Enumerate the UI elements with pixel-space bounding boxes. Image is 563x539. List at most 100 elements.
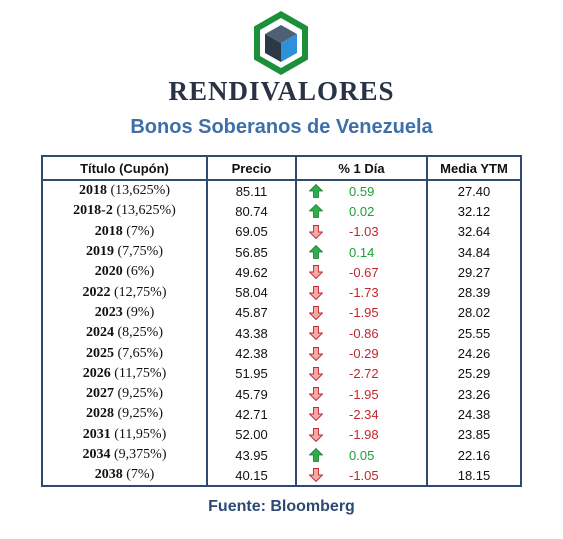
bond-title-cell: 2023 (9%) [42,303,207,323]
bond-coupon: (7,75%) [117,244,164,260]
bond-coupon: (13,625%) [116,203,176,219]
brand-name: RENDIVALORES [168,76,395,106]
source-note: Fuente: Bloomberg [208,498,355,515]
ytm-cell: 32.64 [426,221,521,242]
change-value: -1.73 [349,285,379,301]
change-cell: -0.67 [295,262,427,283]
header-price: Precio [206,156,296,181]
ytm-cell: 22.16 [426,444,521,466]
change-cell: -0.29 [295,343,427,364]
ytm-cell: 27.40 [426,180,521,202]
bond-title-cell: 2031 (11,95%) [42,425,207,445]
ytm-cell: 28.02 [426,302,521,324]
change-cell: 0.59 [295,180,427,202]
table-row: 2038 (7%) 40.15 -1.05 18.15 [42,465,521,487]
bond-year: 2025 [86,345,114,361]
red-down-arrow-icon [297,366,323,381]
red-down-arrow-icon [297,265,323,280]
change-cell: 0.05 [295,444,427,466]
bond-year: 2019 [86,244,114,260]
change-value: -2.34 [349,406,379,422]
change-value: 0.14 [349,244,375,260]
change-cell: -1.95 [295,383,427,405]
bond-year: 2022 [82,284,111,300]
header-title: Título (Cupón) [42,156,207,181]
bond-year: 2027 [86,386,114,402]
change-value: -1.95 [349,305,379,321]
header-change: % 1 Día [295,156,427,181]
bond-year: 2018 [79,183,107,199]
change-cell: -2.34 [295,404,427,425]
ytm-cell: 24.26 [426,343,521,364]
red-down-arrow-icon [297,427,323,442]
change-value: 0.59 [349,183,375,199]
ytm-cell: 25.55 [426,323,521,344]
price-cell: 43.95 [206,444,296,466]
page-title: Bonos Soberanos de Venezuela [130,116,433,138]
change-value: -0.86 [349,325,379,341]
table-row: 2034 (9,375%) 43.95 0.05 22.16 [42,444,521,466]
price-cell: 80.74 [206,201,296,222]
change-value: -1.95 [349,386,379,402]
ytm-cell: 32.12 [426,201,521,222]
ytm-cell: 28.39 [426,282,521,303]
change-cell: -1.95 [295,302,427,324]
change-cell: -2.72 [295,363,427,384]
green-up-arrow-icon [297,448,323,462]
change-value: 0.02 [349,203,375,219]
red-down-arrow-icon [297,468,323,483]
bond-title-cell: 2028 (9,25%) [42,404,207,424]
bond-coupon: (8,25%) [117,325,164,341]
bond-title-cell: 2020 (6%) [42,262,207,282]
bond-coupon: (9,25%) [117,406,164,422]
green-up-arrow-icon [297,204,323,219]
bond-coupon: (7%) [126,223,155,239]
bond-year: 2020 [94,264,123,280]
red-down-arrow-icon [297,285,323,300]
table-row: 2018 (7%) 69.05 -1.03 32.64 [42,221,521,242]
red-down-arrow-icon [297,224,323,239]
bonds-table: Título (Cupón) Precio % 1 Día Media YTM … [41,155,522,488]
red-down-arrow-icon [297,387,323,402]
price-cell: 51.95 [206,363,296,384]
price-cell: 43.38 [206,323,296,344]
change-cell: 0.14 [295,241,427,263]
table-row: 2028 (9,25%) 42.71 -2.34 24.38 [42,404,521,425]
table-row: 2025 (7,65%) 42.38 -0.29 24.26 [42,343,521,364]
ytm-cell: 23.85 [426,424,521,445]
bond-year: 2024 [86,325,114,341]
bond-coupon: (9%) [126,304,155,320]
price-cell: 85.11 [206,180,296,202]
table-row: 2019 (7,75%) 56.85 0.14 34.84 [42,241,521,263]
bond-title-cell: 2019 (7,75%) [42,242,207,262]
bond-title-cell: 2024 (8,25%) [42,323,207,343]
change-value: -2.72 [349,366,379,382]
change-value: -0.67 [349,264,379,280]
ytm-cell: 34.84 [426,241,521,263]
table-row: 2022 (12,75%) 58.04 -1.73 28.39 [42,282,521,303]
bond-title-cell: 2038 (7%) [42,465,207,486]
bond-title-cell: 2025 (7,65%) [42,343,207,363]
table-row: 2018 (13,625%) 85.11 0.59 27.40 [42,180,521,202]
change-value: -1.98 [349,427,379,443]
ytm-cell: 24.38 [426,404,521,425]
change-cell: -0.86 [295,323,427,344]
bond-coupon: (13,625%) [110,183,171,199]
table-row: 2020 (6%) 49.62 -0.67 29.27 [42,262,521,283]
price-cell: 49.62 [206,262,296,283]
bond-coupon: (12,75%) [114,284,167,300]
bond-year: 2018-2 [73,203,113,219]
price-cell: 58.04 [206,282,296,303]
cube-logo-icon [254,11,308,75]
red-down-arrow-icon [297,326,323,341]
price-cell: 45.87 [206,302,296,324]
bond-title-cell: 2018 (7%) [42,222,207,242]
price-cell: 42.71 [206,404,296,425]
ytm-cell: 25.29 [426,363,521,384]
change-value: 0.05 [349,447,375,463]
bond-coupon: (11,75%) [114,365,167,381]
red-down-arrow-icon [297,407,323,422]
change-value: -0.29 [349,346,379,362]
change-cell: -1.73 [295,282,427,303]
price-cell: 40.15 [206,465,296,487]
